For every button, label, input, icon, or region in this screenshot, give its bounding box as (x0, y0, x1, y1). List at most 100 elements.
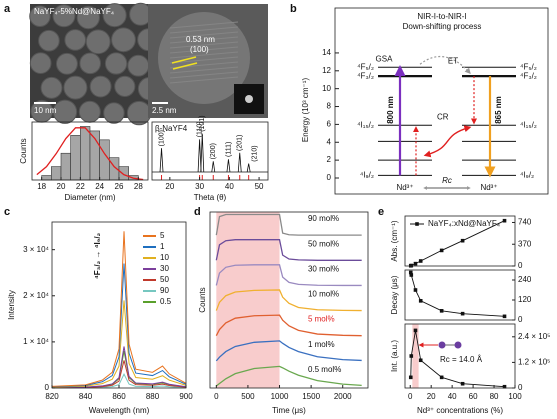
decay-curve (215, 213, 362, 236)
data-point (439, 309, 444, 313)
ion-icon (454, 341, 462, 349)
spectrum-line (51, 300, 187, 388)
nanoparticle (85, 29, 111, 55)
data-point (418, 299, 423, 303)
histogram-bar (41, 175, 52, 181)
x-axis-label: Theta (θ) (194, 193, 227, 202)
legend-label: 0.5 (160, 297, 172, 306)
y-tick-label: 740 (518, 218, 532, 227)
tem-label: NaYF₄-5%Nd@NaYF₄ (34, 7, 114, 16)
nanoparticle (64, 29, 87, 51)
diagram-subtitle: Down-shifting process (403, 22, 482, 31)
nanoparticle (52, 99, 78, 124)
level-label: ⁴I₉/₂ (360, 170, 374, 179)
xrd-peak (226, 159, 231, 173)
y-tick-label: 4 (327, 137, 332, 146)
x-axis-label: Nd³⁺ concentrations (%) (417, 406, 503, 415)
x-tick-label: 500 (241, 392, 255, 401)
highlight-band (412, 324, 419, 388)
decay-curve (215, 264, 362, 287)
fft-spot (245, 95, 253, 103)
nanoparticle (76, 5, 100, 30)
ion-label: Nd³⁺ (396, 183, 413, 192)
level-label: ⁴I₁₅/₂ (520, 120, 537, 129)
data-point (413, 328, 418, 333)
x-tick-label: 2000 (334, 392, 352, 401)
x-tick-label: 20 (427, 392, 436, 401)
y-tick-label: 8 (327, 102, 332, 111)
transition-label: ⁴F₃/₂ → ⁴I₉/₂ (93, 232, 102, 279)
peak-label: (110) (196, 121, 203, 137)
data-point (439, 375, 444, 380)
legend-label: 5 (160, 231, 165, 240)
xrd-legend: β-NaYF4 (155, 124, 188, 133)
y-tick-label: 14 (322, 48, 331, 57)
nanoparticle (126, 100, 152, 126)
fit-curve (36, 127, 144, 181)
rc-label: Rc (442, 176, 452, 185)
panel-letter: e (378, 206, 384, 218)
axes-frame (151, 121, 269, 181)
curve-label: 1 mol% (308, 340, 335, 349)
scale-label: 10 nm (34, 106, 57, 115)
decay-curve (215, 289, 362, 312)
panel-letter: a (4, 3, 11, 15)
level-label: ⁴F₃/₂ (357, 71, 374, 80)
lattice-fringe (169, 71, 239, 79)
x-tick-label: 1500 (302, 392, 320, 401)
excitation-window (216, 212, 280, 388)
legend-label: NaYF₄:xNd@NaYF₄ (428, 219, 500, 228)
x-axis-label: Time (μs) (272, 406, 306, 415)
lattice-fringe (169, 36, 239, 44)
x-tick-label: 880 (146, 392, 160, 401)
panel-letter: b (290, 3, 297, 15)
x-tick-label: 30 (195, 182, 204, 191)
legend-label: 1 (160, 242, 165, 251)
data-point (418, 259, 423, 263)
spectrum-line (51, 373, 187, 389)
ion-icon (438, 341, 446, 349)
axes-frame (404, 269, 516, 321)
cr-label: CR (437, 112, 449, 121)
y-tick-label: 0 (327, 173, 332, 182)
nanoparticle (127, 54, 150, 77)
x-tick-label: 80 (490, 392, 499, 401)
y-tick-label: 0 (518, 383, 523, 392)
curve-label: 30 mol% (308, 264, 339, 273)
curve-label: 50 mol% (308, 239, 339, 248)
lattice-fringe (169, 56, 239, 64)
nanoparticle (79, 52, 101, 75)
panel-letter: d (194, 206, 201, 218)
cross-relaxation-arrow (423, 125, 472, 158)
data-point (408, 375, 413, 380)
nanoparticle (40, 76, 63, 99)
peak-label: (111) (225, 142, 232, 157)
x-tick-label: 0 (408, 392, 413, 401)
legend-label: 10 (160, 253, 169, 262)
x-tick-label: 20 (57, 182, 66, 191)
nanoparticle (89, 75, 112, 98)
fringe-marker (171, 56, 197, 64)
diagram-title: NIR-I-to-NIR-I (417, 12, 466, 21)
x-tick-label: 26 (115, 182, 124, 191)
data-point (460, 238, 465, 243)
ion-label: Nd³⁺ (480, 183, 497, 192)
y-axis-label: Energy (10³ cm⁻¹) (301, 78, 310, 143)
curve-label: 10 mol% (308, 290, 339, 299)
data-point (409, 354, 414, 358)
decay-curve (215, 365, 362, 387)
x-tick-label: 0 (214, 392, 219, 401)
level-label: ⁴I₁₅/₂ (357, 120, 374, 129)
axes-frame (404, 323, 516, 389)
curve-label: 0.5 mol% (308, 365, 341, 374)
spectrum-line (51, 346, 187, 389)
level-label: ⁴I₉/₂ (520, 170, 534, 179)
legend-label: 90 (160, 286, 169, 295)
legend-marker (415, 222, 419, 226)
y-tick-label: 1.2 × 10⁵ (518, 358, 550, 367)
x-tick-label: 24 (95, 182, 104, 191)
x-tick-label: 18 (37, 182, 46, 191)
x-tick-label: 1000 (271, 392, 289, 401)
